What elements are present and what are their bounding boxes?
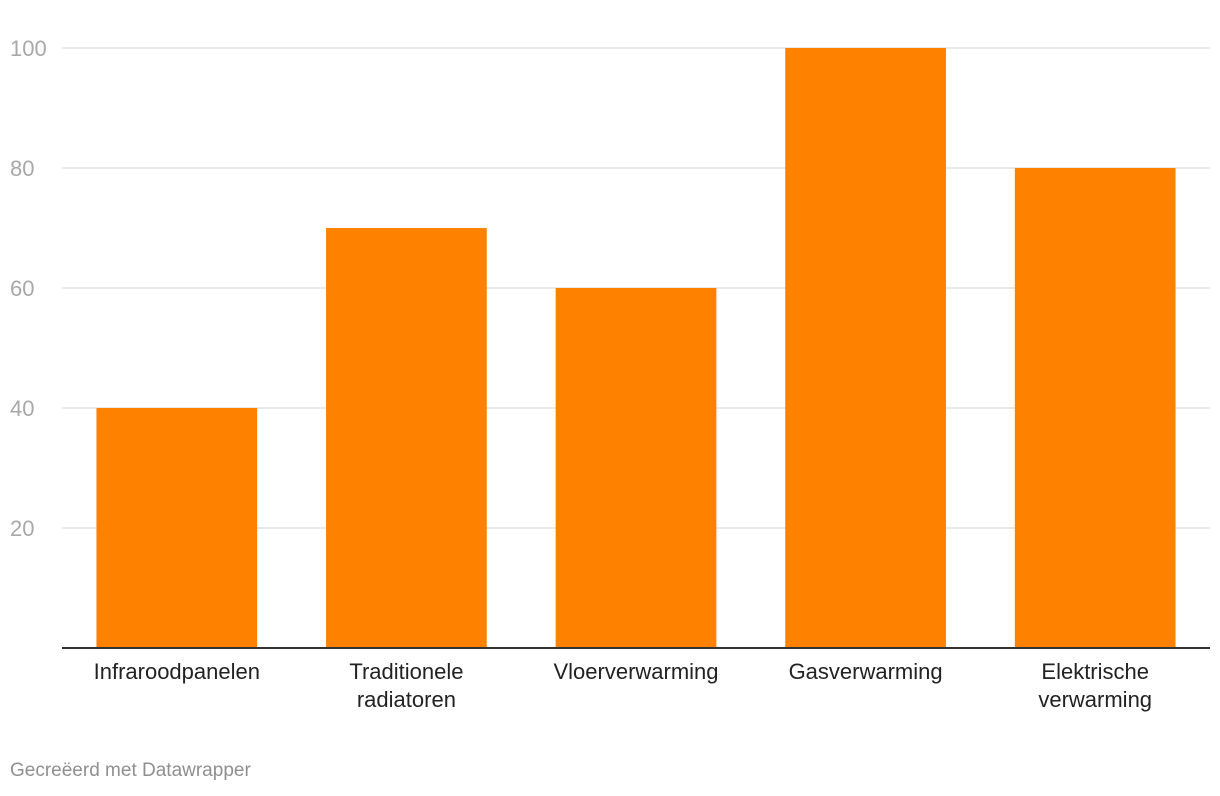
x-tick-label-line: Traditionele — [349, 659, 463, 684]
x-tick-label-line: Infraroodpanelen — [94, 659, 260, 684]
datawrapper-credit[interactable]: Gecreëerd met Datawrapper — [10, 760, 251, 781]
axes: 20 40 60 80 100 Infraroodpanelen Traditionele r… — [10, 36, 1210, 712]
x-tick-label-line: Vloerverwarming — [553, 659, 718, 684]
x-tick-label-line: Elektrische — [1041, 659, 1149, 684]
y-tick-label: 20 — [10, 516, 34, 541]
x-tick-label: Infraroodpanelen — [94, 659, 260, 684]
y-tick-label: 80 — [10, 156, 34, 181]
y-tick-label: 60 — [10, 276, 34, 301]
bar[interactable] — [555, 288, 717, 648]
x-tick-label-line: verwarming — [1038, 687, 1152, 712]
bars — [96, 48, 1176, 648]
x-tick-label-line: Gasverwarming — [789, 659, 943, 684]
x-tick-label: Vloerverwarming — [553, 659, 718, 684]
x-tick-label: Gasverwarming — [789, 659, 943, 684]
x-tick-label: Traditionele radiatoren — [349, 659, 463, 712]
bar-chart: 20 40 60 80 100 Infraroodpanelen Traditionele r… — [10, 36, 1210, 712]
y-tick-label: 100 — [10, 36, 47, 61]
bar[interactable] — [785, 48, 946, 648]
y-tick-label: 40 — [10, 396, 34, 421]
x-tick-label-line: radiatoren — [357, 687, 456, 712]
bar[interactable] — [1014, 168, 1176, 648]
bar[interactable] — [326, 228, 487, 648]
bar[interactable] — [96, 408, 258, 648]
x-tick-label: Elektrische verwarming — [1038, 659, 1152, 712]
